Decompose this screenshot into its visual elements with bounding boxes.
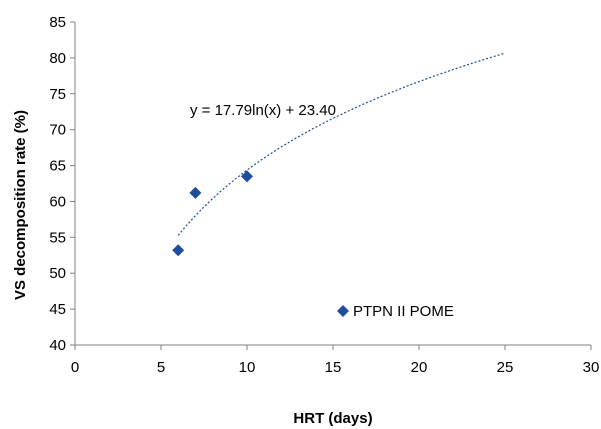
tick-labels: 40 45 50 55 60 65 70 75 80 85 0 5 10 15 20 25 30 [49,14,599,376]
x-tick-label: 30 [583,359,600,376]
y-tick-label: 75 [49,86,66,103]
y-tick-label: 45 [49,301,66,318]
y-tick-label: 70 [49,122,66,139]
x-tick-label: 5 [157,359,165,376]
trendline-equation-label: y = 17.79ln(x) + 23.40 [190,102,336,119]
data-points [172,170,253,257]
x-axis-title: HRT (days) [293,410,372,427]
y-tick-label: 50 [49,265,66,282]
y-tick-label: 60 [49,193,66,210]
y-tick-label: 40 [49,337,66,354]
x-tick-label: 25 [497,359,514,376]
y-tick-label: 55 [49,229,66,246]
x-tick-label: 15 [325,359,342,376]
legend-marker [337,305,349,317]
x-tick-label: 0 [71,359,79,376]
legend: PTPN II POME [337,303,454,320]
data-point [241,170,253,183]
axes [70,21,592,350]
legend-label: PTPN II POME [353,303,454,320]
y-tick-label: 85 [49,14,66,31]
y-axis-title: VS decomposition rate (%) [12,110,29,300]
x-tick-label: 20 [411,359,428,376]
y-tick-label: 80 [49,50,66,67]
y-tick-label: 65 [49,158,66,175]
x-tick-label: 10 [239,359,256,376]
trendline [177,52,506,236]
data-point [189,186,202,199]
data-point [172,244,185,257]
trendline-layer [177,52,506,236]
